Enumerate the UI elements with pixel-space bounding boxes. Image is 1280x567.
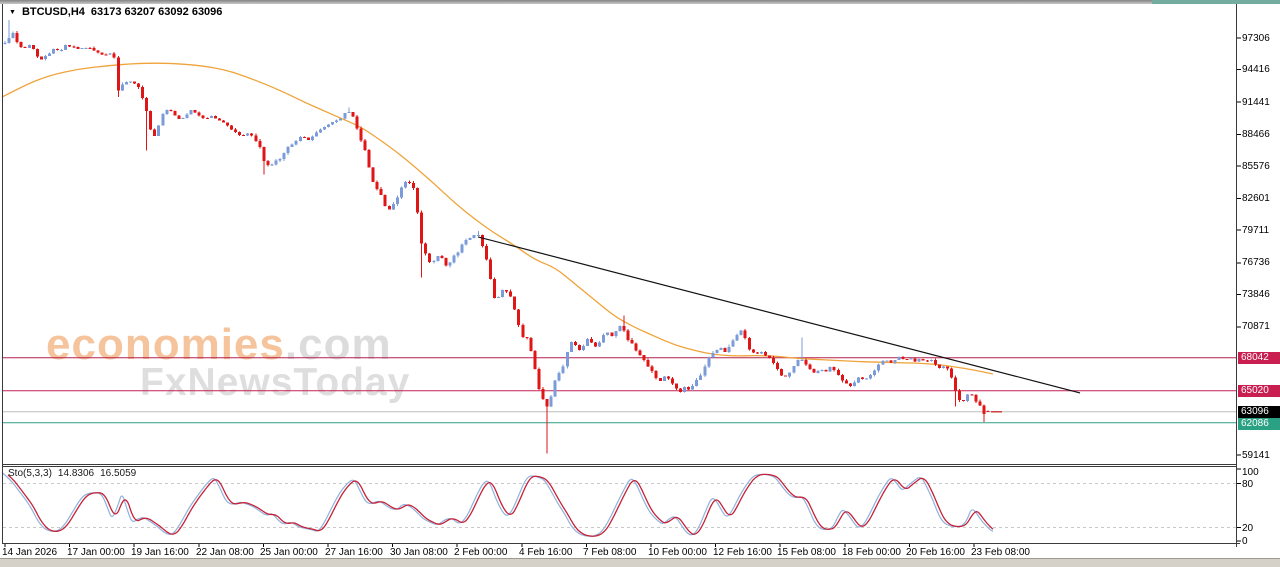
time-axis-label: 27 Jan 16:00	[325, 547, 383, 558]
time-axis-label: 10 Feb 00:00	[648, 547, 707, 558]
price-tag-63096: 63096	[1238, 406, 1280, 418]
price-chart-canvas[interactable]	[2, 4, 1237, 465]
price-tick-label: 76736	[1242, 257, 1270, 268]
price-tick-label: 91441	[1242, 97, 1270, 108]
indicator-d-value: 16.5059	[100, 468, 137, 479]
price-tick-label: 97306	[1242, 33, 1270, 44]
time-axis-label: 7 Feb 08:00	[583, 547, 637, 558]
time-axis-label: 23 Feb 08:00	[971, 547, 1030, 558]
indicator-axis-label: 80	[1242, 479, 1254, 490]
time-axis-label: 20 Feb 16:00	[906, 547, 965, 558]
price-tag-68042: 68042	[1238, 352, 1280, 364]
stochastic-d-line	[7, 473, 994, 537]
indicator-name: Sto(5,3,3)	[8, 468, 52, 479]
time-axis-label: 12 Feb 16:00	[713, 547, 772, 558]
time-axis-label: 14 Jan 2026	[2, 547, 58, 558]
price-tick-label: 73846	[1242, 289, 1270, 300]
price-tick-label: 94416	[1242, 64, 1270, 75]
window-top-strip-accent	[1152, 0, 1280, 4]
symbol-period-label: BTCUSD,H4	[21, 6, 85, 18]
time-axis-label: 30 Jan 08:00	[390, 547, 448, 558]
symbol-dropdown-icon[interactable]: ▼	[9, 8, 16, 16]
price-tick-label: 82601	[1242, 193, 1270, 204]
price-tick-label: 70871	[1242, 321, 1270, 332]
time-axis-label: 4 Feb 16:00	[519, 547, 573, 558]
price-tag-65020: 65020	[1238, 385, 1280, 397]
indicator-axis-label: 100	[1242, 467, 1259, 478]
time-axis-label: 19 Jan 16:00	[131, 547, 189, 558]
time-axis-label: 25 Jan 00:00	[260, 547, 318, 558]
chart-title: ▼ BTCUSD,H4 63173 63207 63092 63096	[9, 6, 222, 18]
window-top-strip	[0, 0, 1280, 4]
indicator-axis-label: 20	[1242, 523, 1254, 534]
price-tag-62086: 62086	[1238, 418, 1280, 430]
ohlc-values: 63173 63207 63092 63096	[90, 6, 223, 18]
time-axis-label: 17 Jan 00:00	[67, 547, 125, 558]
time-axis-label: 22 Jan 08:00	[196, 547, 254, 558]
indicator-label-row: Sto(5,3,3) 14.8306 16.5059	[8, 468, 136, 479]
price-tick-label: 79711	[1242, 225, 1270, 236]
time-axis-label: 2 Feb 00:00	[454, 547, 508, 558]
price-tick-label: 88466	[1242, 129, 1270, 140]
indicator-axis-label: 0	[1242, 536, 1248, 547]
window-footer-strip	[0, 558, 1280, 567]
stochastic-plot	[1, 472, 1236, 537]
indicator-k-value: 14.8306	[57, 468, 95, 479]
price-tick-label: 59141	[1242, 450, 1270, 461]
time-axis-label: 15 Feb 08:00	[777, 547, 836, 558]
time-axis-label: 18 Feb 00:00	[842, 547, 901, 558]
price-tick-label: 85576	[1242, 161, 1270, 172]
stochastic-k-line	[1, 472, 994, 537]
